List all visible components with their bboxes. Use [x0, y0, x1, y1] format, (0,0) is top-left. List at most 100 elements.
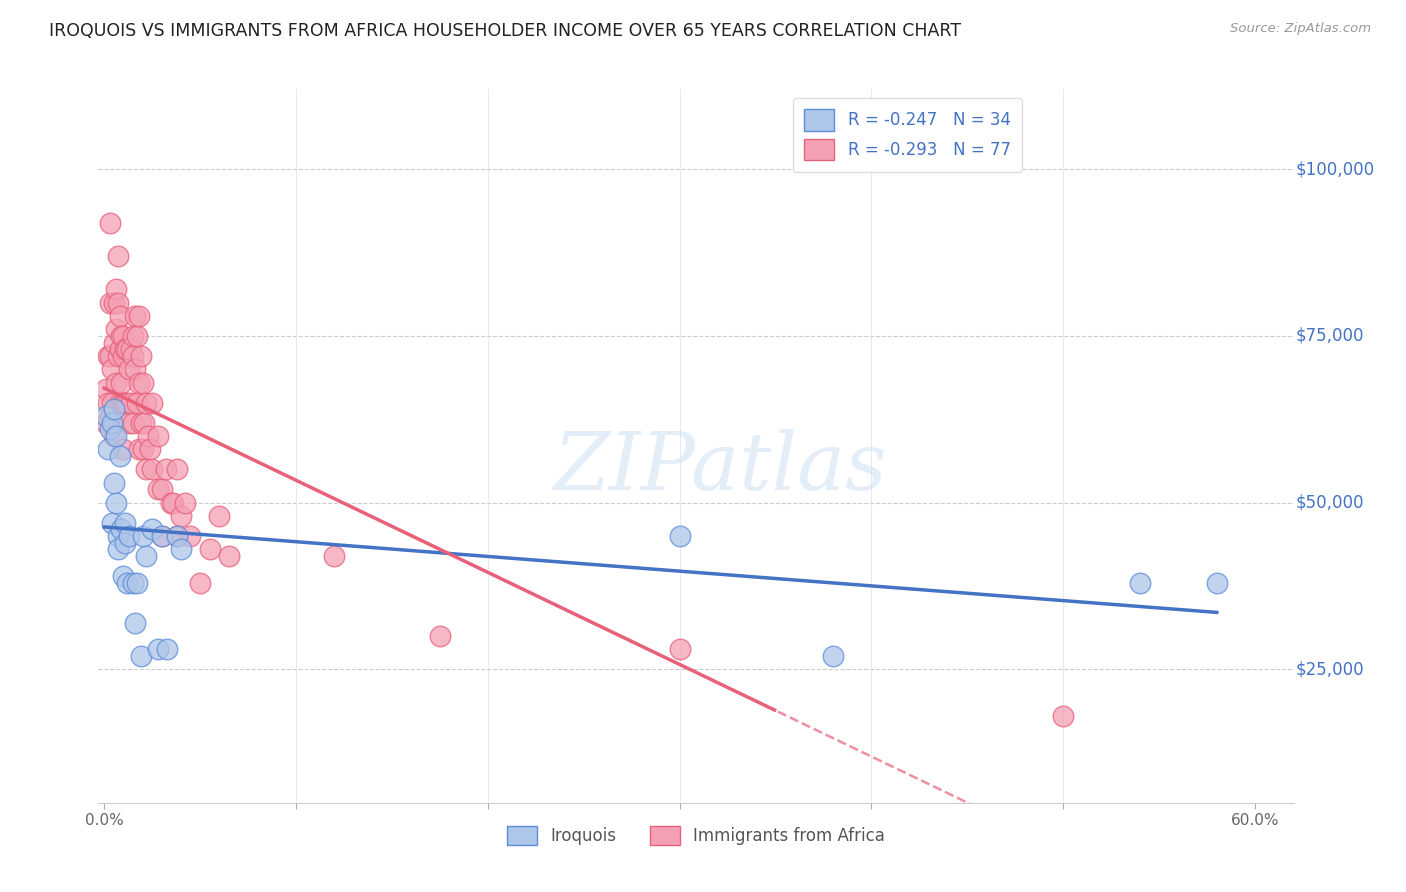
Point: [97, 442, 120, 457]
Point: [94, 416, 117, 430]
Point: [118, 362, 141, 376]
Point: [131, 529, 153, 543]
Point: [198, 542, 221, 557]
Point: [103, 402, 125, 417]
Point: [114, 535, 136, 549]
Point: [668, 529, 690, 543]
Point: [101, 362, 124, 376]
Point: [112, 395, 135, 409]
Point: [112, 442, 135, 457]
Point: [128, 309, 150, 323]
Point: [668, 642, 690, 657]
Point: [166, 529, 188, 543]
Point: [128, 442, 150, 457]
Point: [110, 376, 132, 390]
Point: [101, 416, 124, 430]
Point: [94, 409, 117, 423]
Point: [150, 529, 173, 543]
Point: [125, 395, 148, 409]
Point: [429, 629, 451, 643]
Point: [155, 462, 177, 476]
Point: [208, 509, 231, 524]
Legend: Iroquois, Immigrants from Africa: Iroquois, Immigrants from Africa: [501, 819, 891, 852]
Point: [150, 529, 173, 543]
Point: [108, 395, 131, 409]
Point: [1205, 575, 1227, 590]
Point: [323, 549, 346, 563]
Point: [97, 395, 120, 409]
Point: [160, 496, 183, 510]
Point: [115, 395, 138, 409]
Point: [139, 442, 162, 457]
Point: [120, 343, 142, 357]
Point: [125, 575, 148, 590]
Text: $100,000: $100,000: [1296, 161, 1375, 178]
Point: [103, 335, 125, 350]
Point: [107, 249, 129, 263]
Point: [118, 529, 141, 543]
Point: [122, 416, 145, 430]
Text: Source: ZipAtlas.com: Source: ZipAtlas.com: [1230, 22, 1371, 36]
Point: [98, 349, 121, 363]
Point: [108, 309, 131, 323]
Point: [146, 429, 169, 443]
Point: [136, 429, 159, 443]
Text: $50,000: $50,000: [1296, 493, 1364, 512]
Point: [110, 329, 132, 343]
Point: [98, 295, 121, 310]
Point: [115, 575, 138, 590]
Point: [141, 395, 163, 409]
Point: [141, 462, 163, 476]
Point: [162, 496, 184, 510]
Point: [112, 569, 135, 583]
Point: [104, 282, 127, 296]
Point: [112, 329, 135, 343]
Point: [107, 349, 129, 363]
Point: [107, 542, 129, 557]
Point: [110, 522, 132, 536]
Point: [101, 395, 124, 409]
Point: [114, 395, 136, 409]
Point: [1052, 709, 1074, 723]
Point: [134, 416, 156, 430]
Point: [107, 295, 129, 310]
Point: [122, 575, 145, 590]
Point: [104, 496, 127, 510]
Point: [146, 642, 169, 657]
Text: ZIPatlas: ZIPatlas: [553, 429, 887, 506]
Point: [179, 529, 201, 543]
Point: [103, 429, 125, 443]
Point: [170, 542, 193, 557]
Point: [135, 462, 157, 476]
Point: [128, 376, 150, 390]
Point: [218, 549, 240, 563]
Point: [146, 483, 169, 497]
Point: [141, 522, 163, 536]
Point: [103, 475, 125, 490]
Point: [104, 376, 127, 390]
Text: $75,000: $75,000: [1296, 327, 1364, 345]
Point: [166, 529, 188, 543]
Point: [94, 382, 117, 396]
Point: [118, 416, 141, 430]
Point: [98, 216, 121, 230]
Point: [115, 343, 138, 357]
Point: [166, 462, 188, 476]
Point: [104, 322, 127, 336]
Point: [120, 395, 142, 409]
Point: [97, 349, 120, 363]
Text: IROQUOIS VS IMMIGRANTS FROM AFRICA HOUSEHOLDER INCOME OVER 65 YEARS CORRELATION : IROQUOIS VS IMMIGRANTS FROM AFRICA HOUSE…: [49, 22, 962, 40]
Point: [188, 575, 211, 590]
Point: [156, 642, 179, 657]
Point: [173, 496, 195, 510]
Point: [131, 376, 153, 390]
Point: [124, 615, 146, 630]
Point: [150, 483, 173, 497]
Point: [129, 349, 152, 363]
Point: [122, 349, 145, 363]
Point: [108, 449, 131, 463]
Point: [103, 295, 125, 310]
Point: [122, 329, 145, 343]
Point: [135, 395, 157, 409]
Point: [1129, 575, 1152, 590]
